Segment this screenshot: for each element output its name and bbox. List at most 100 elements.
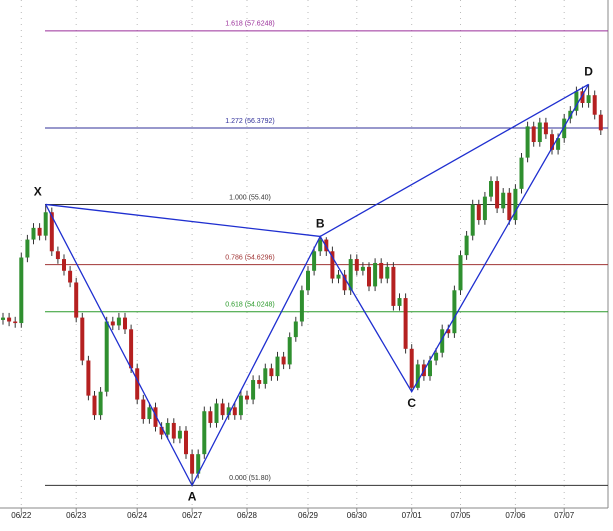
candle-body xyxy=(19,257,24,324)
candle-body xyxy=(397,298,402,306)
candle-body xyxy=(49,212,54,252)
candle-body xyxy=(1,317,5,320)
candle-body xyxy=(342,274,347,291)
candle-body xyxy=(434,352,439,361)
candle-body xyxy=(37,227,42,236)
x-tick-label: 06/23 xyxy=(66,511,87,520)
candle-body xyxy=(177,430,182,439)
x-tick-label: 07/06 xyxy=(505,511,526,520)
candle-body xyxy=(257,380,262,384)
candle-body xyxy=(336,274,341,279)
candle-body xyxy=(226,407,231,416)
candle-body xyxy=(80,317,85,361)
candle-body xyxy=(513,188,518,221)
candle-body xyxy=(306,270,310,291)
candle-body xyxy=(269,368,274,377)
candle-body xyxy=(403,298,408,349)
candle-body xyxy=(238,395,243,416)
candle-body xyxy=(318,239,323,252)
candle-body xyxy=(86,360,91,396)
candle-body xyxy=(129,329,134,369)
candle-body xyxy=(324,239,329,252)
candle-body xyxy=(556,138,561,150)
candle-body xyxy=(190,454,195,474)
candle-body xyxy=(550,134,554,150)
candle-body xyxy=(74,282,79,318)
candle-body xyxy=(110,321,115,326)
candle-body xyxy=(275,356,280,377)
candle-body xyxy=(458,255,463,291)
candle-body xyxy=(141,399,146,420)
candle-body xyxy=(62,259,66,271)
candle-body xyxy=(367,266,371,287)
candle-body xyxy=(165,422,170,435)
candle-body xyxy=(202,411,207,455)
candle-body xyxy=(568,110,573,119)
candle-body xyxy=(385,266,390,279)
candle-body xyxy=(428,360,432,377)
x-tick-label: 06/22 xyxy=(11,511,32,520)
candle-body xyxy=(446,329,451,334)
candle-body xyxy=(452,290,457,334)
candle-body xyxy=(13,321,18,324)
candle-body xyxy=(409,348,414,388)
fib-level-label: 1.618 (57.6248) xyxy=(225,21,274,28)
candle-body xyxy=(592,95,597,115)
candle-body xyxy=(263,368,268,384)
candle-body xyxy=(104,321,109,392)
pattern-point-label: B xyxy=(316,217,325,231)
fib-level-label: 0.618 (54.0248) xyxy=(225,302,274,309)
candle-body xyxy=(373,262,378,287)
candle-body xyxy=(531,126,536,143)
candle-body xyxy=(489,181,493,197)
candle-body xyxy=(543,122,548,135)
x-tick-label: 07/01 xyxy=(402,511,423,520)
pattern-point-label: X xyxy=(34,185,42,199)
candle-body xyxy=(360,266,365,271)
candle-body xyxy=(501,192,506,209)
x-tick-label: 07/05 xyxy=(450,511,471,520)
candle-body xyxy=(220,403,225,416)
candle-body xyxy=(208,411,213,423)
candle-body xyxy=(525,126,530,158)
candle-body xyxy=(482,196,487,221)
candle-body xyxy=(92,395,97,416)
pattern-point-label: D xyxy=(584,64,593,78)
candle-body xyxy=(293,321,298,338)
candle-body xyxy=(31,227,36,240)
candle-body xyxy=(537,122,542,143)
candle-body xyxy=(299,290,304,322)
pattern-point-label: C xyxy=(407,396,416,410)
candle-body xyxy=(25,239,30,258)
candle-body xyxy=(354,259,359,271)
candle-body xyxy=(281,356,286,365)
fib-level-label: 1.272 (56.3792) xyxy=(225,118,274,125)
candle-body xyxy=(312,251,317,271)
fib-level-label: 0.000 (51.80) xyxy=(229,475,271,482)
candle-body xyxy=(214,403,219,423)
candle-body xyxy=(586,95,591,104)
candle-body xyxy=(287,337,292,365)
candle-body xyxy=(330,251,335,279)
candle-body xyxy=(116,317,121,326)
candle-body xyxy=(379,262,384,279)
candle-body xyxy=(580,91,585,104)
candle-body xyxy=(507,192,512,221)
pattern-leg xyxy=(319,83,589,238)
x-tick-label: 06/28 xyxy=(237,511,258,520)
candle-body xyxy=(147,407,152,420)
candle-body xyxy=(251,380,256,400)
candle-body xyxy=(440,329,445,353)
candle-body xyxy=(519,157,524,189)
candle-body xyxy=(562,118,567,139)
candle-body xyxy=(135,368,140,400)
candle-body xyxy=(232,407,237,416)
candle-body xyxy=(7,317,12,322)
candle-body xyxy=(391,266,396,306)
candle-body xyxy=(245,395,249,400)
fib-level-label: 0.786 (54.6296) xyxy=(225,254,274,261)
candle-body xyxy=(184,430,188,455)
x-tick-label: 06/29 xyxy=(298,511,319,520)
